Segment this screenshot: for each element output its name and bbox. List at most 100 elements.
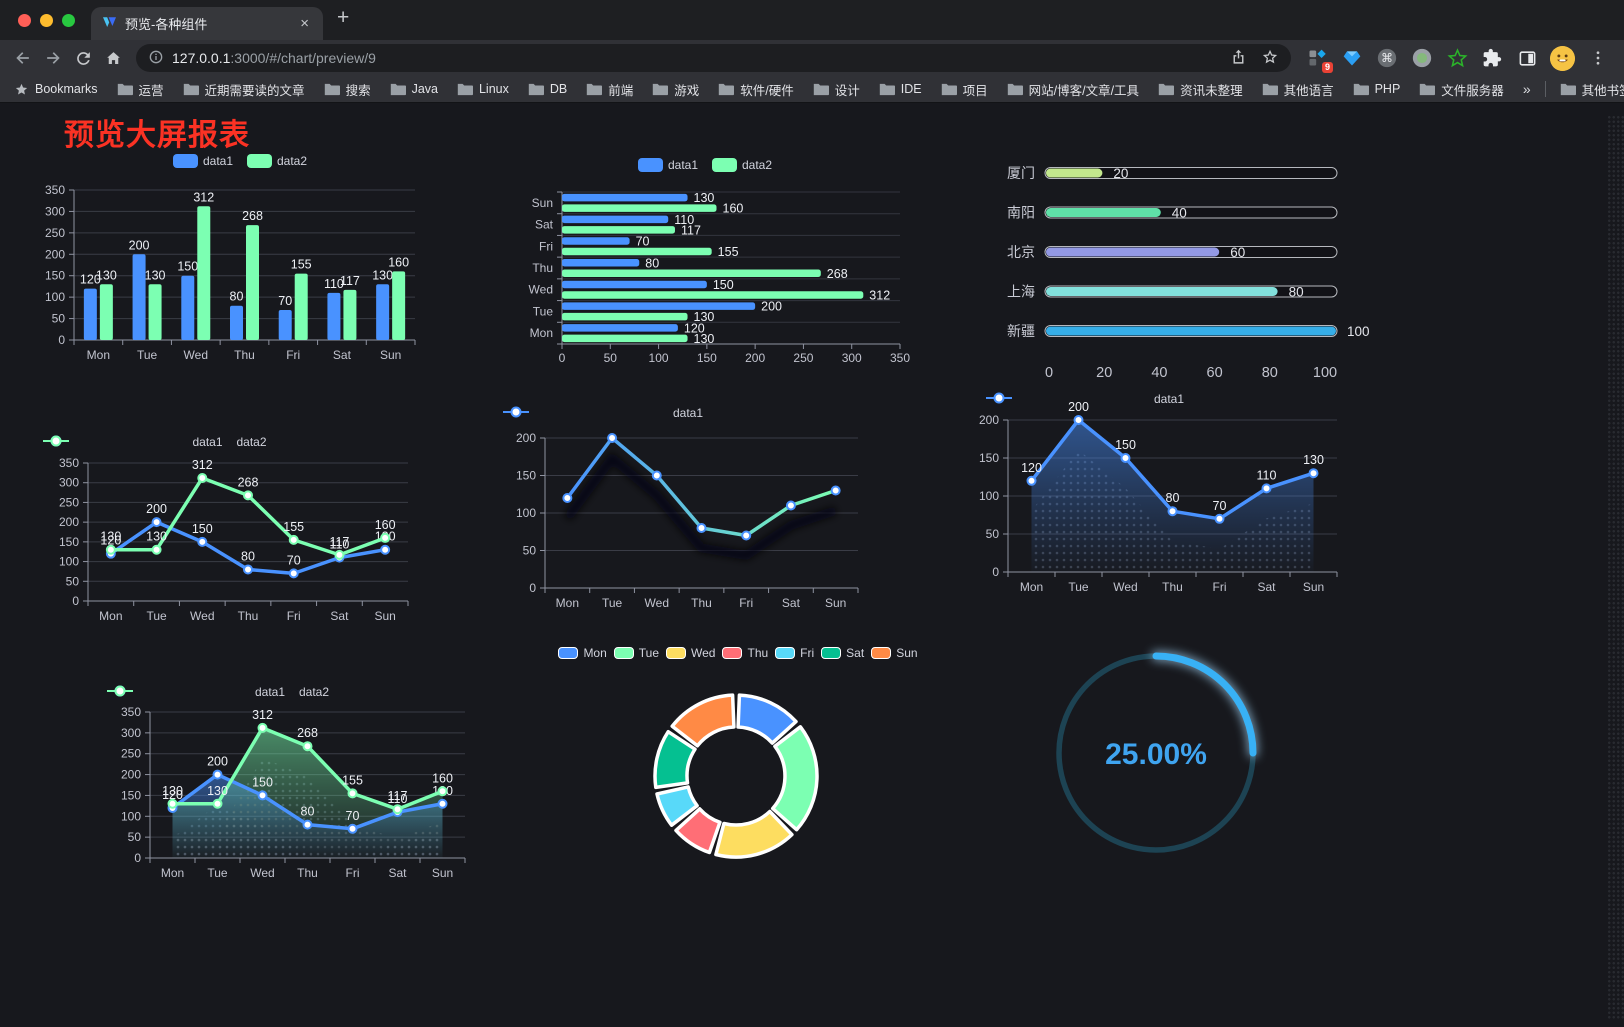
svg-text:50: 50	[128, 830, 142, 844]
legend-item[interactable]: data1	[503, 406, 703, 420]
reload-button[interactable]	[68, 43, 98, 73]
svg-text:Tue: Tue	[137, 348, 158, 362]
legend-item[interactable]: Thu	[722, 646, 768, 660]
other-bookmarks[interactable]: 其他书签	[1560, 80, 1624, 99]
line-chart[interactable]: data1 data2 0 50 100 150 200 250 300 350 Mon Tue Wed…	[42, 425, 417, 640]
legend-item[interactable]: data1	[172, 154, 233, 168]
svg-text:0: 0	[1045, 365, 1053, 381]
legend-item[interactable]: data1	[107, 685, 285, 699]
svg-text:350: 350	[890, 351, 910, 365]
close-window-button[interactable]	[18, 13, 31, 27]
bookmark-folder[interactable]: 其他语言	[1262, 80, 1334, 99]
bookmarks-manager[interactable]: Bookmarks	[14, 82, 98, 97]
bookmark-folder[interactable]: PHP	[1353, 80, 1400, 99]
legend-item[interactable]: Tue	[613, 646, 659, 660]
legend-swatch	[722, 647, 743, 659]
svg-text:250: 250	[793, 351, 813, 365]
chart-canvas[interactable]: 0 50 100 150 200 Mon Tue Wed Thu Fri Sat Sun 120 200 1…	[979, 388, 1353, 600]
svg-text:0: 0	[992, 565, 999, 579]
bookmark-folder[interactable]: 搜索	[324, 80, 371, 99]
horizontal-bar-chart[interactable]: data1 data2 0 50 100 150 200 250 300 350 Sun Sat Fri…	[505, 150, 911, 375]
legend-item[interactable]: data2	[247, 154, 307, 168]
area-chart[interactable]: data1 data2 0 50 100 150 200 250 300 350 Mon Tue Wed…	[106, 675, 478, 893]
progress-bar-chart[interactable]: 厦门 20 南阳 40 北京 60 上海 80 新疆 100 0 20 40 60 80 100	[985, 150, 1380, 390]
chart-canvas[interactable]: 0 50 100 150 200 250 300 350 Sun Sat Fri Thu Wed Tue M…	[505, 150, 911, 375]
green-star-icon[interactable]	[1445, 46, 1469, 70]
home-button[interactable]	[98, 43, 128, 73]
zoom-window-button[interactable]	[62, 13, 75, 27]
tab-close-icon[interactable]: ×	[300, 15, 309, 32]
bookmark-folder[interactable]: 游戏	[652, 80, 699, 99]
sidebar-toggle-icon[interactable]	[1515, 46, 1539, 70]
legend-item[interactable]: data2	[712, 158, 772, 172]
grouped-bar-chart[interactable]: data1 data2 0 50 100 150 200 250 300 350 Mon Tue Wed…	[40, 140, 440, 370]
bookmark-folder[interactable]: 前端	[586, 80, 633, 99]
legend-swatch	[558, 647, 579, 659]
share-icon[interactable]	[1230, 48, 1247, 68]
profile-avatar[interactable]	[1550, 45, 1575, 71]
chart-canvas[interactable]: 0 50 100 150 200 250 300 350 Mon Tue Wed Thu Fri Sat S…	[106, 675, 478, 893]
legend-item[interactable]: Sat	[821, 646, 864, 660]
gauge-chart[interactable]: 25.00%	[1046, 645, 1268, 867]
gem-icon[interactable]	[1340, 46, 1364, 70]
bookmark-folder[interactable]: 运营	[117, 80, 164, 99]
legend-item[interactable]: Mon	[558, 646, 607, 660]
legend-item[interactable]: data1	[986, 392, 1184, 406]
svg-text:⌘: ⌘	[1381, 51, 1393, 65]
legend-item[interactable]: data2	[43, 435, 267, 449]
menu-kebab-icon[interactable]	[1586, 46, 1610, 70]
folder-icon	[587, 83, 603, 95]
folder-icon	[1158, 83, 1175, 95]
puzzle-extensions-icon[interactable]	[1480, 46, 1504, 70]
bookmarks-bar: Bookmarks 运营 近期需要读的文章 搜索 Java Linux DB 前端 游戏 软件/…	[0, 76, 1624, 103]
svg-text:160: 160	[375, 518, 396, 532]
chart-canvas[interactable]: 0 50 100 150 200 250 300 350 Mon Tue Wed Thu Fri Sat S…	[42, 425, 417, 640]
bookmark-folder[interactable]: 资讯未整理	[1158, 80, 1243, 99]
bookmark-folder[interactable]: 设计	[813, 80, 860, 99]
bookmark-folder[interactable]: 近期需要读的文章	[183, 80, 305, 99]
browser-tab[interactable]: 预览-各种组件 ×	[91, 7, 323, 40]
chart-canvas[interactable]	[552, 638, 924, 883]
bookmark-folder[interactable]: 项目	[941, 80, 988, 99]
bookmark-folder[interactable]: Linux	[457, 80, 509, 99]
legend-item[interactable]: data1	[637, 158, 698, 172]
svg-text:80: 80	[301, 805, 315, 819]
forward-button[interactable]	[38, 43, 68, 73]
command-circle-icon[interactable]: ⌘	[1375, 46, 1399, 70]
minimize-window-button[interactable]	[40, 13, 53, 27]
area-chart[interactable]: data1 0 50 100 150 200 Mon Tue Wed Thu Fri Sat Sun 12…	[979, 388, 1353, 600]
legend-item[interactable]: Wed	[666, 646, 715, 660]
svg-text:Fri: Fri	[346, 866, 360, 880]
address-bar[interactable]: 127.0.0.1:3000/#/chart/preview/9	[136, 44, 1291, 72]
bookmarks-overflow-chevron[interactable]: »	[1522, 81, 1531, 97]
bookmark-folder[interactable]: DB	[528, 80, 567, 99]
legend-item[interactable]: data1	[43, 435, 223, 449]
svg-text:20: 20	[1113, 166, 1128, 181]
bookmark-folder[interactable]: IDE	[879, 80, 922, 99]
legend-item[interactable]: data2	[107, 685, 329, 699]
new-tab-button[interactable]: +	[337, 6, 350, 29]
donut-chart[interactable]: Mon Tue Wed Thu Fri Sat Sun	[552, 638, 924, 883]
bookmark-folder[interactable]: Java	[390, 80, 438, 99]
back-button[interactable]	[8, 43, 38, 73]
svg-text:130: 130	[100, 530, 121, 544]
record-circle-icon[interactable]	[1410, 46, 1434, 70]
svg-text:Sat: Sat	[782, 596, 801, 610]
site-info-icon[interactable]	[148, 49, 164, 68]
legend-item[interactable]: Sun	[871, 646, 918, 660]
svg-text:100: 100	[121, 809, 141, 823]
bookmark-folder[interactable]: 文件服务器	[1419, 80, 1504, 99]
ext-grid-icon[interactable]: 9	[1305, 46, 1333, 73]
svg-text:150: 150	[192, 522, 213, 536]
chart-canvas[interactable]: 厦门 20 南阳 40 北京 60 上海 80 新疆 100 0 20 40 60 80 100	[985, 150, 1380, 390]
legend-marker	[503, 406, 529, 418]
chart-canvas[interactable]: 0 50 100 150 200 250 300 350 Mon Tue Wed Thu Fri Sat S…	[40, 140, 440, 370]
svg-text:268: 268	[242, 209, 263, 223]
bookmark-folder[interactable]: 软件/硬件	[718, 80, 794, 99]
bookmark-star-icon[interactable]	[1261, 48, 1279, 69]
bookmark-folder[interactable]: 网站/博客/文章/工具	[1007, 80, 1139, 99]
chart-canvas[interactable]: 0 50 100 150 200 Mon Tue Wed Thu Fri Sat Sun	[502, 398, 874, 616]
chart-canvas[interactable]: 25.00%	[1046, 645, 1268, 867]
line-chart[interactable]: data1 0 50 100 150 200 Mon Tue Wed Thu Fri Sat Sun	[502, 398, 874, 616]
legend-item[interactable]: Fri	[775, 646, 814, 660]
